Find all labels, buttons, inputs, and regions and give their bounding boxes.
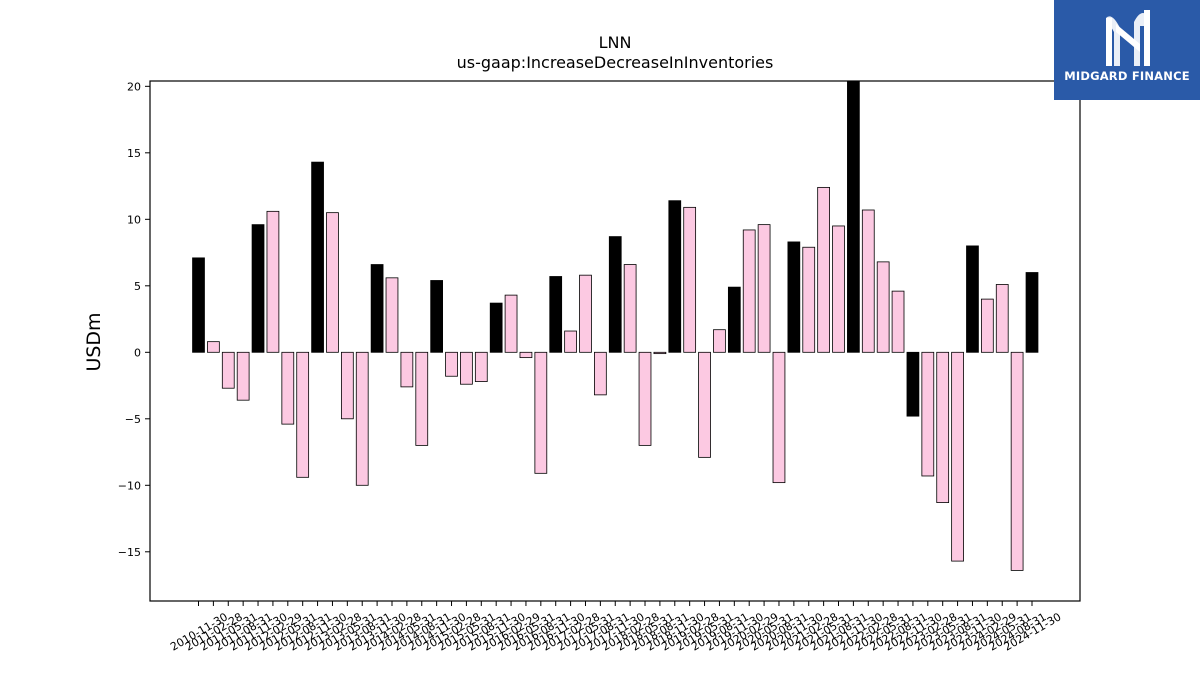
y-axis-label: USDm (83, 312, 105, 371)
y-tick-label: 0 (134, 346, 141, 359)
bar-2018-08-31 (653, 351, 667, 355)
bar-2022-08-31 (891, 290, 905, 353)
bar-2019-08-31 (713, 329, 726, 353)
midgard-m-icon (1106, 10, 1150, 66)
bar-2023-11-30 (966, 245, 979, 353)
bar-2023-08-31 (951, 351, 964, 562)
bar-2012-05-31 (281, 351, 295, 425)
bar-2014-08-31 (415, 351, 429, 446)
bar-2013-05-31 (340, 351, 354, 420)
y-tick-label: 20 (127, 80, 141, 93)
bar-2014-11-30 (430, 280, 444, 353)
bar-2020-02-29 (742, 229, 756, 353)
bar-2022-02-28 (861, 209, 875, 353)
bar-2022-05-31 (876, 261, 890, 353)
bar-2024-05-31 (995, 284, 1009, 353)
bar-2016-11-30 (549, 276, 563, 353)
bar-2018-05-31 (638, 351, 652, 446)
brand-logo: MIDGARD FINANCE (1054, 0, 1200, 100)
bar-2021-02-28 (802, 246, 816, 353)
bar-2014-02-28 (385, 277, 399, 353)
bar-2019-11-30 (727, 286, 741, 353)
bar-2018-11-30 (668, 200, 682, 353)
bar-2024-11-30 (1025, 272, 1039, 353)
y-tick-label: 10 (127, 213, 141, 226)
bar-2013-08-31 (355, 351, 369, 486)
bar-2024-02-29 (980, 298, 994, 353)
y-tick-label: −5 (125, 413, 141, 426)
bar-2016-05-31 (519, 351, 533, 359)
bar-2011-02-28 (207, 341, 220, 353)
bar-2016-08-31 (534, 351, 548, 474)
bar-2015-02-28 (445, 351, 458, 377)
bar-2024-08-31 (1010, 351, 1024, 571)
y-tick-label: 15 (127, 147, 141, 160)
bar-2022-11-30 (906, 351, 920, 417)
bar-2017-02-28 (564, 330, 577, 353)
bar-2017-05-31 (579, 274, 592, 353)
bar-2019-02-28 (683, 206, 697, 353)
brand-logo-text: MIDGARD FINANCE (1064, 69, 1190, 83)
bar-2010-11-30 (192, 257, 205, 353)
y-tick-label: −10 (118, 479, 141, 492)
bar-series (192, 80, 1039, 571)
bar-2018-02-28 (623, 264, 637, 353)
plot-frame (149, 80, 1081, 602)
bar-2017-08-31 (594, 351, 607, 396)
bar-2011-05-31 (221, 351, 235, 389)
bar-2015-08-31 (474, 351, 488, 382)
chart-title: LNN (599, 33, 632, 52)
bar-2011-11-30 (251, 224, 265, 353)
bar-2023-05-31 (936, 351, 950, 503)
bar-2012-08-31 (296, 351, 310, 478)
bar-2021-05-31 (817, 186, 830, 353)
bar-2015-05-31 (460, 351, 473, 385)
bar-2020-05-31 (757, 224, 771, 353)
chart-subtitle: us-gaap:IncreaseDecreaseInInventories (457, 53, 774, 72)
bar-2017-11-30 (608, 236, 622, 353)
bar-2012-11-30 (311, 161, 324, 353)
bar-2020-08-31 (772, 351, 786, 484)
bar-2021-08-31 (832, 225, 845, 353)
bar-2021-11-30 (847, 80, 860, 353)
bar-2014-05-31 (400, 351, 414, 388)
bar-2019-05-31 (698, 351, 711, 458)
y-tick-label: 5 (134, 280, 141, 293)
bar-2020-11-30 (787, 241, 801, 353)
bar-2013-02-28 (326, 212, 339, 353)
bar-2015-11-30 (489, 302, 503, 353)
bar-2016-02-29 (504, 294, 518, 353)
y-axis-ticks: −15 −10 −5 0 5 10 15 20 (118, 80, 150, 559)
bar-2012-02-29 (266, 210, 280, 353)
bar-2011-08-31 (236, 351, 250, 401)
y-tick-label: −15 (118, 546, 141, 559)
bar-2013-11-30 (370, 264, 384, 353)
bar-2023-02-28 (921, 351, 935, 477)
x-axis-ticks: 2010-11-302011-02-282011-05-312011-08-31… (168, 601, 1064, 654)
